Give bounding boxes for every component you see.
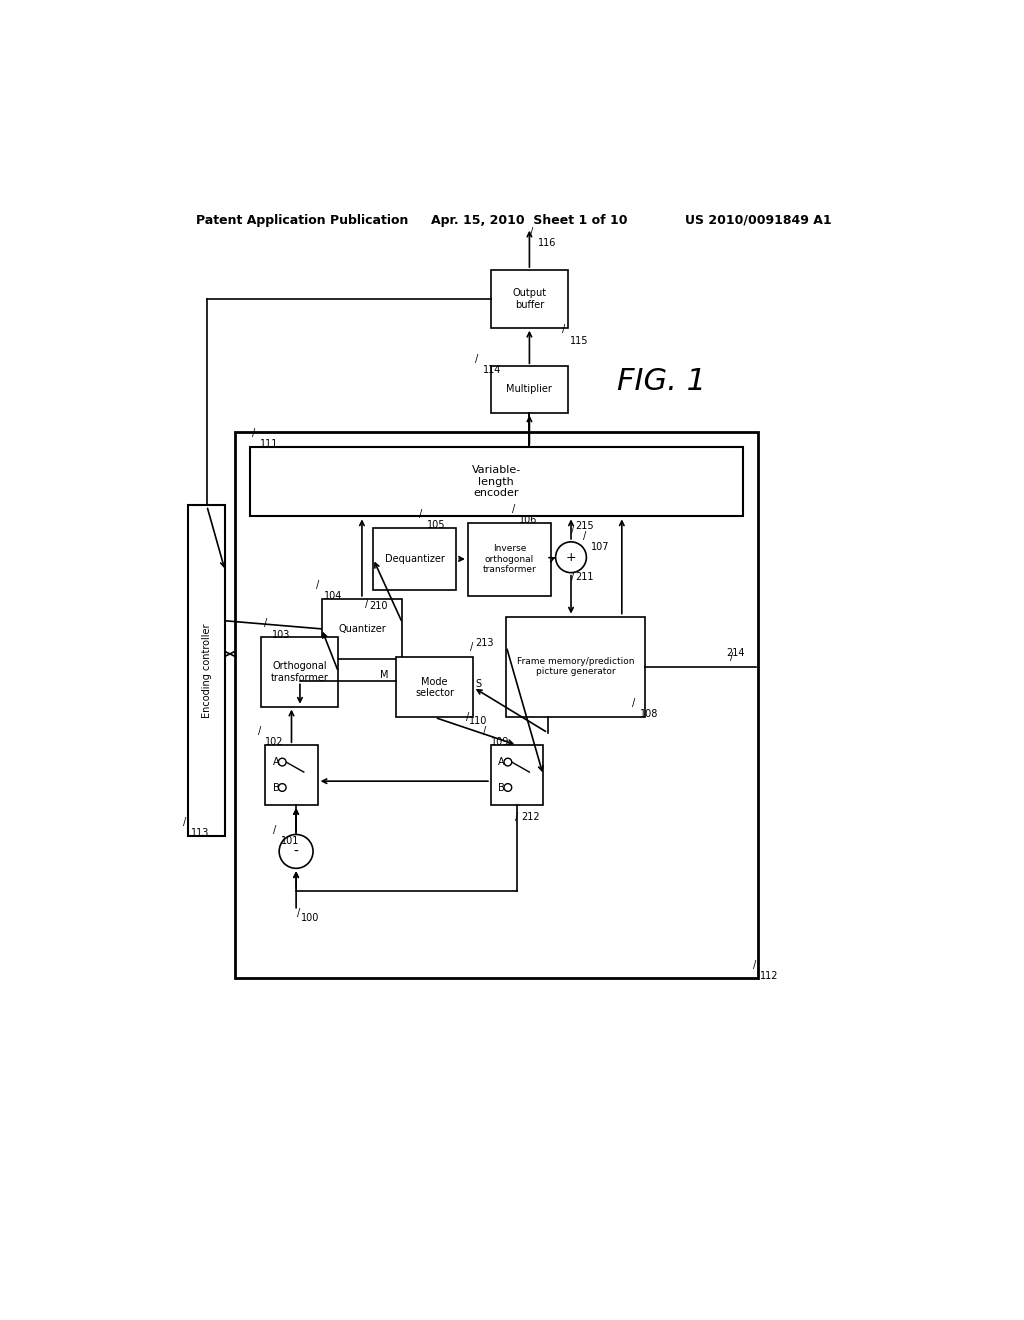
Bar xyxy=(490,367,568,413)
Text: /: / xyxy=(584,531,587,541)
Bar xyxy=(468,523,551,595)
Text: /: / xyxy=(273,825,276,834)
Text: Orthogonal
transformer: Orthogonal transformer xyxy=(271,661,329,682)
Bar xyxy=(250,447,742,516)
Bar xyxy=(396,657,473,718)
Text: B: B xyxy=(272,783,280,793)
Text: /: / xyxy=(753,960,756,970)
Text: 115: 115 xyxy=(570,335,589,346)
Bar xyxy=(188,506,225,836)
Text: /: / xyxy=(366,599,369,609)
Text: Output
buffer: Output buffer xyxy=(512,288,547,310)
Text: 113: 113 xyxy=(190,829,209,838)
Text: FIG. 1: FIG. 1 xyxy=(617,367,707,396)
Text: /: / xyxy=(252,428,255,438)
Text: US 2010/0091849 A1: US 2010/0091849 A1 xyxy=(685,214,831,227)
Text: +: + xyxy=(565,550,577,564)
Text: /: / xyxy=(571,572,574,582)
Text: 109: 109 xyxy=(490,738,509,747)
Circle shape xyxy=(556,541,587,573)
Text: 213: 213 xyxy=(475,639,494,648)
Text: Apr. 15, 2010  Sheet 1 of 10: Apr. 15, 2010 Sheet 1 of 10 xyxy=(431,214,628,227)
Text: /: / xyxy=(562,325,565,334)
Circle shape xyxy=(279,784,286,792)
Text: 112: 112 xyxy=(761,970,779,981)
Text: /: / xyxy=(571,525,574,536)
Bar xyxy=(322,599,402,659)
Bar xyxy=(506,616,645,717)
Circle shape xyxy=(279,758,286,766)
Text: Multiplier: Multiplier xyxy=(507,384,552,395)
Text: 105: 105 xyxy=(427,520,445,531)
Text: /: / xyxy=(419,510,423,519)
Text: Frame memory/prediction
picture generator: Frame memory/prediction picture generato… xyxy=(517,657,635,676)
Text: A: A xyxy=(272,758,280,767)
Text: 108: 108 xyxy=(640,709,657,719)
Bar xyxy=(490,744,544,805)
Bar xyxy=(373,528,457,590)
Text: Variable-
length
encoder: Variable- length encoder xyxy=(472,465,521,499)
Text: 214: 214 xyxy=(726,648,744,657)
Bar xyxy=(261,638,339,706)
Text: /: / xyxy=(515,812,519,822)
Text: Quantizer: Quantizer xyxy=(338,624,386,634)
Text: 101: 101 xyxy=(281,836,299,846)
Text: /: / xyxy=(483,726,486,737)
Text: Dequantizer: Dequantizer xyxy=(385,554,444,564)
Text: /: / xyxy=(632,698,635,708)
Text: 111: 111 xyxy=(260,440,279,449)
Text: S: S xyxy=(475,678,481,689)
Text: 114: 114 xyxy=(483,364,502,375)
Circle shape xyxy=(280,834,313,869)
Text: 210: 210 xyxy=(370,601,388,611)
Text: -: - xyxy=(294,845,299,858)
Text: /: / xyxy=(257,726,261,737)
Text: 107: 107 xyxy=(591,543,609,552)
Text: A: A xyxy=(499,758,505,767)
Text: 211: 211 xyxy=(574,572,593,582)
Text: 102: 102 xyxy=(265,738,284,747)
Circle shape xyxy=(504,758,512,766)
Text: /: / xyxy=(475,354,478,363)
Text: 116: 116 xyxy=(538,238,556,248)
Bar xyxy=(265,744,317,805)
Text: /: / xyxy=(729,652,733,661)
Text: 104: 104 xyxy=(324,591,342,601)
Text: /: / xyxy=(183,817,186,828)
Text: M: M xyxy=(380,671,389,680)
Bar xyxy=(234,432,758,978)
Text: /: / xyxy=(512,504,515,513)
Text: Inverse
orthogonal
transformer: Inverse orthogonal transformer xyxy=(482,544,537,574)
Text: 103: 103 xyxy=(271,630,290,640)
Circle shape xyxy=(504,784,512,792)
Text: 100: 100 xyxy=(301,913,319,923)
Text: 106: 106 xyxy=(519,515,538,525)
Text: Patent Application Publication: Patent Application Publication xyxy=(196,214,409,227)
Text: Mode
selector: Mode selector xyxy=(415,677,455,698)
Bar xyxy=(490,271,568,327)
Text: /: / xyxy=(316,579,319,590)
Text: /: / xyxy=(264,619,267,628)
Text: 212: 212 xyxy=(521,812,540,822)
Text: /: / xyxy=(297,908,300,919)
Text: /: / xyxy=(530,227,534,236)
Text: /: / xyxy=(470,643,473,652)
Text: /: / xyxy=(466,713,469,722)
Text: 215: 215 xyxy=(574,521,594,532)
Text: Encoding controller: Encoding controller xyxy=(202,623,212,718)
Text: 110: 110 xyxy=(469,717,487,726)
Text: B: B xyxy=(499,783,505,793)
